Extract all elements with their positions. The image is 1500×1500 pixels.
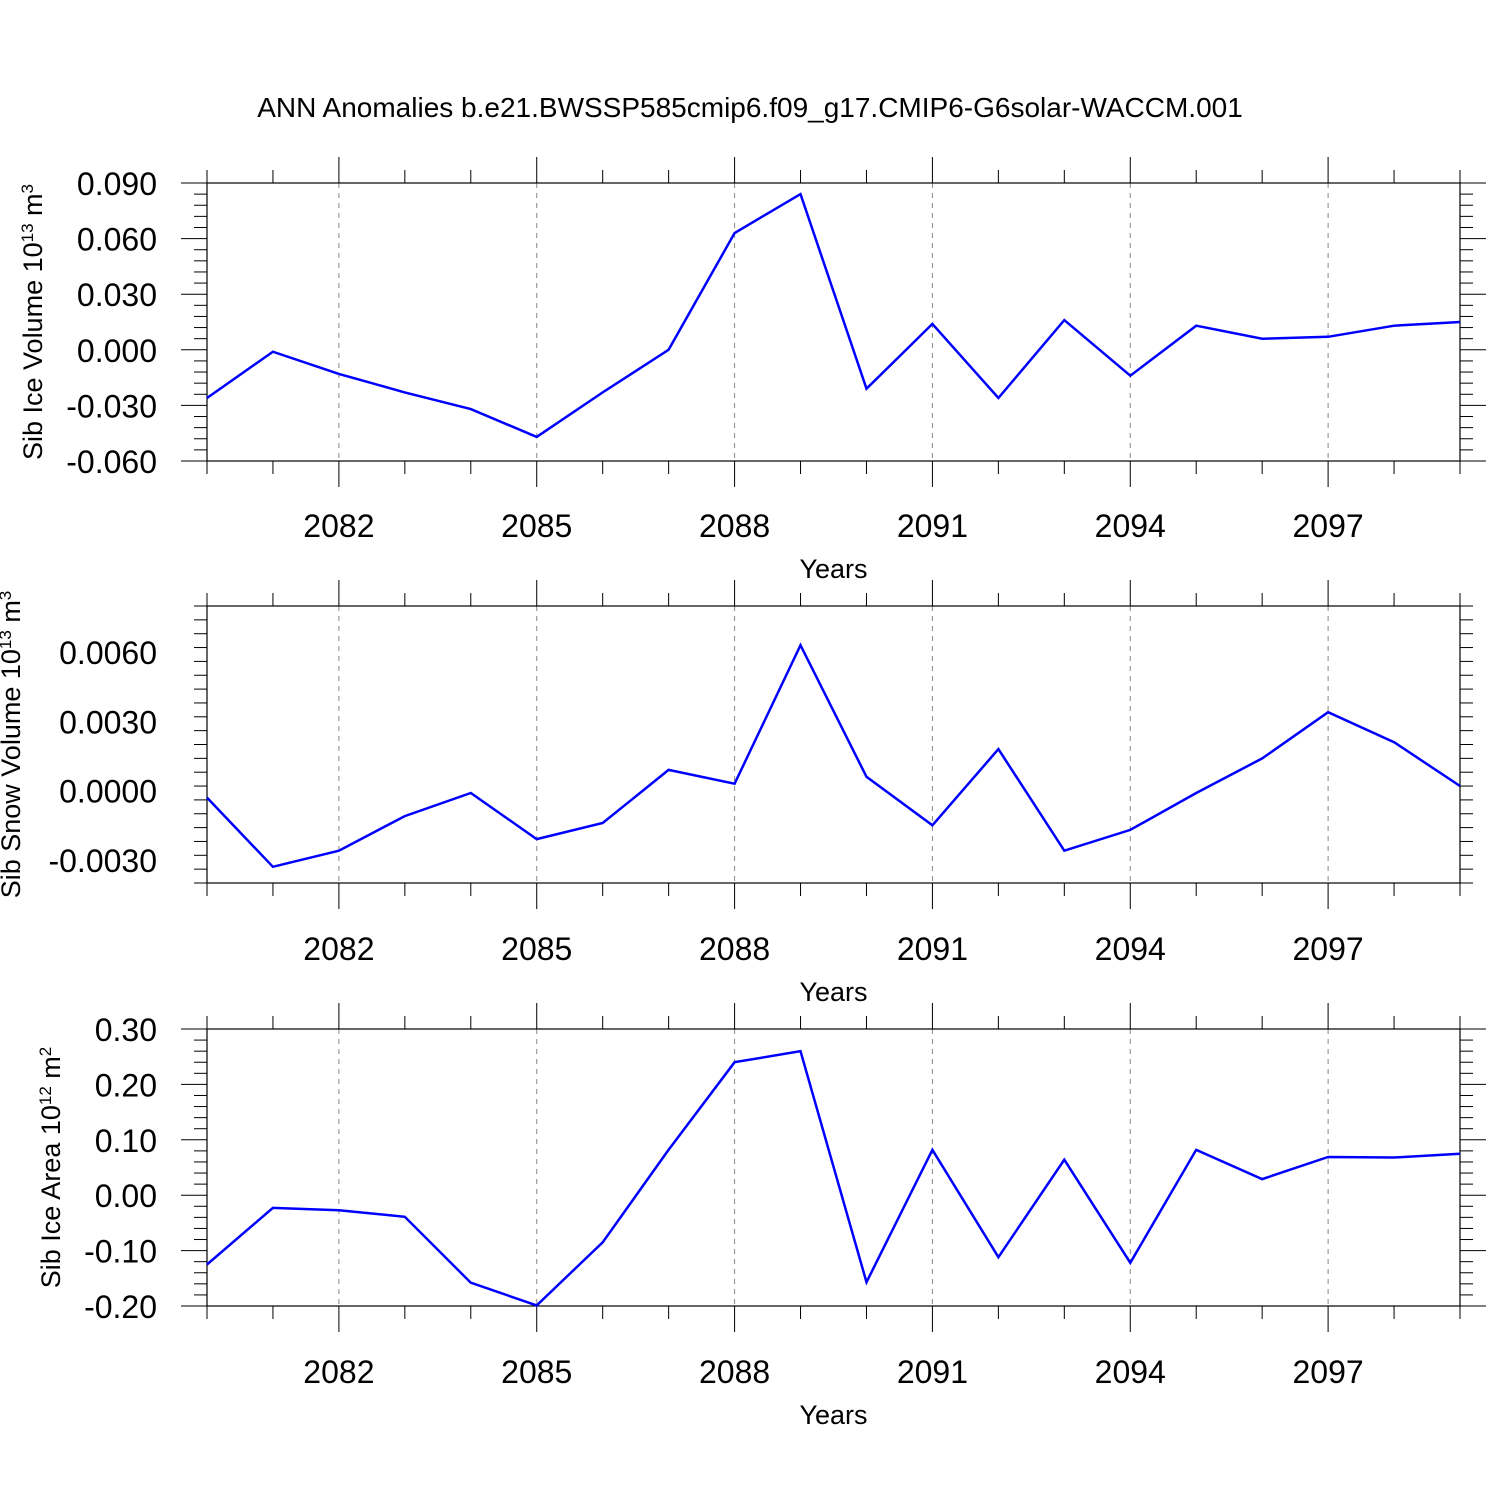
x-tick-label: 2085 [501,1354,572,1390]
panel-1: -0.060 -0.030 0.000 0.030 0.060 0.090 2082 2085… [18,157,1486,584]
y-tick-label: 0.0060 [59,635,157,671]
x-tick-label: 2085 [501,931,572,967]
y-axis-label-part: m [36,1056,66,1086]
y-axis-label: Sib Ice Volume 1013 m3 [18,184,49,460]
plot-frame [206,605,1461,884]
y-tick-label: 0.030 [77,277,157,313]
y-tick-label: -0.20 [84,1289,157,1325]
y-axis-label-part: Sib Ice Area 10 [36,1105,66,1288]
y-tick-label: 0.0030 [59,704,157,740]
series-line [206,1049,1461,1307]
x-tick-label: 2097 [1293,508,1364,544]
x-axis-label: Years [799,554,867,584]
y-axis-label-superscript: 12 [36,1086,55,1105]
x-axis-label: Years [799,1400,867,1430]
y-tick-label: 0.060 [77,222,157,258]
x-tick-label: 2094 [1095,931,1166,967]
y-axis-label-superscript: 13 [18,223,37,242]
series-line [206,192,1461,439]
y-axis-label-part: m [0,600,26,630]
y-tick-label: 0.10 [95,1123,157,1159]
plot-frame [206,182,1461,462]
y-tick-label: -0.10 [84,1234,157,1270]
y-tick-label: 0.30 [95,1012,157,1048]
x-tick-label: 2094 [1095,508,1166,544]
y-tick-label: -0.060 [66,444,157,480]
y-axis-label-superscript: 3 [18,184,37,193]
x-tick-label: 2091 [897,508,968,544]
panel-3: -0.20 -0.10 0.00 0.10 0.20 0.30 2082 2085 2088 20… [36,1003,1486,1430]
x-tick-label: 2094 [1095,1354,1166,1390]
x-tick-label: 2085 [501,508,572,544]
x-tick-label: 2088 [699,931,770,967]
panel-2: -0.0030 0.0000 0.0030 0.0060 2082 2085 2088 209… [0,580,1473,1007]
y-tick-label: 0.000 [77,333,157,369]
y-axis-label-superscript: 2 [36,1047,55,1056]
x-tick-label: 2082 [303,1354,374,1390]
y-axis-label-part: Sib Ice Volume 10 [18,242,48,460]
y-tick-label: -0.0030 [48,843,157,879]
y-axis-label-superscript: 3 [0,591,15,600]
x-tick-label: 2088 [699,1354,770,1390]
x-tick-label: 2097 [1293,931,1364,967]
x-axis-label: Years [799,977,867,1007]
y-tick-label: -0.030 [66,388,157,424]
y-axis-label-part: m [18,193,48,223]
series-line [206,642,1461,869]
y-tick-label: 0.20 [95,1067,157,1103]
plot-frame [206,1028,1461,1307]
x-tick-label: 2097 [1293,1354,1364,1390]
y-axis-label: Sib Snow Volume 1013 m3 [0,591,26,899]
y-axis-label-superscript: 13 [0,630,15,649]
figure-title: ANN Anomalies b.e21.BWSSP585cmip6.f09_g1… [257,92,1243,123]
y-axis-label: Sib Ice Area 1012 m2 [36,1047,67,1289]
x-tick-label: 2082 [303,508,374,544]
y-axis-label-part: Sib Snow Volume 10 [0,649,26,898]
x-tick-label: 2091 [897,1354,968,1390]
y-tick-label: 0.090 [77,166,157,202]
x-tick-label: 2091 [897,931,968,967]
y-tick-label: 0.0000 [59,774,157,810]
y-tick-label: 0.00 [95,1178,157,1214]
x-tick-label: 2082 [303,931,374,967]
x-tick-label: 2088 [699,508,770,544]
